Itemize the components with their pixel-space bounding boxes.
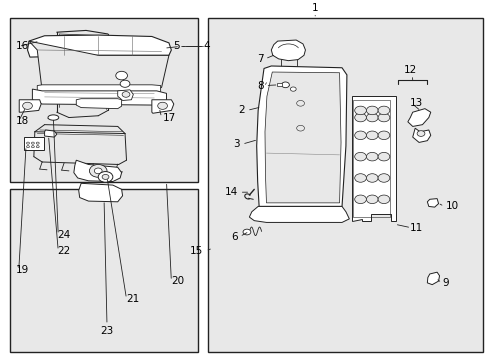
- Bar: [352, 100, 389, 217]
- Circle shape: [354, 152, 366, 161]
- Polygon shape: [407, 109, 430, 126]
- Circle shape: [281, 82, 289, 88]
- Bar: [277, 83, 282, 86]
- Circle shape: [354, 106, 366, 115]
- Polygon shape: [427, 199, 438, 207]
- Text: 17: 17: [162, 113, 176, 122]
- Circle shape: [366, 106, 377, 115]
- Polygon shape: [76, 99, 122, 109]
- Polygon shape: [79, 183, 122, 202]
- Circle shape: [98, 172, 113, 182]
- Polygon shape: [256, 66, 346, 206]
- Text: 10: 10: [445, 202, 458, 211]
- Polygon shape: [29, 41, 168, 92]
- Polygon shape: [152, 100, 173, 113]
- Text: 18: 18: [16, 116, 29, 126]
- Text: 1: 1: [311, 3, 318, 13]
- Polygon shape: [427, 272, 439, 285]
- Circle shape: [36, 146, 39, 148]
- Polygon shape: [27, 35, 171, 57]
- Circle shape: [377, 106, 389, 115]
- Circle shape: [416, 131, 424, 136]
- Ellipse shape: [48, 115, 59, 120]
- Text: 20: 20: [171, 276, 184, 286]
- Circle shape: [366, 131, 377, 140]
- Circle shape: [102, 175, 109, 179]
- Text: 2: 2: [237, 105, 244, 116]
- Text: 14: 14: [224, 187, 238, 197]
- Text: 12: 12: [403, 65, 416, 75]
- Circle shape: [366, 174, 377, 182]
- Text: 15: 15: [189, 246, 203, 256]
- Circle shape: [354, 131, 366, 140]
- Polygon shape: [19, 100, 41, 112]
- Circle shape: [366, 195, 377, 203]
- Polygon shape: [264, 72, 340, 203]
- Bar: [24, 137, 43, 149]
- Polygon shape: [351, 96, 395, 221]
- Circle shape: [377, 195, 389, 203]
- Text: 3: 3: [232, 139, 239, 149]
- Text: 5: 5: [173, 41, 180, 51]
- Bar: [10, 189, 198, 352]
- Text: 23: 23: [100, 325, 113, 336]
- Circle shape: [354, 195, 366, 203]
- Text: 16: 16: [16, 41, 29, 51]
- Text: 4: 4: [203, 41, 209, 51]
- Circle shape: [31, 142, 34, 144]
- Circle shape: [36, 142, 39, 144]
- Circle shape: [26, 146, 29, 148]
- Polygon shape: [118, 90, 133, 100]
- Circle shape: [296, 100, 304, 106]
- Text: 9: 9: [441, 278, 447, 288]
- Circle shape: [354, 113, 366, 122]
- Polygon shape: [74, 160, 122, 181]
- Text: 7: 7: [257, 54, 264, 64]
- Circle shape: [122, 91, 130, 97]
- Circle shape: [354, 174, 366, 182]
- Circle shape: [26, 142, 29, 144]
- Circle shape: [366, 113, 377, 122]
- Circle shape: [377, 174, 389, 182]
- Text: 8: 8: [257, 81, 264, 90]
- Polygon shape: [249, 206, 348, 222]
- Circle shape: [94, 168, 102, 174]
- Circle shape: [22, 102, 32, 109]
- Bar: [10, 18, 198, 181]
- Circle shape: [366, 152, 377, 161]
- Circle shape: [31, 146, 34, 148]
- Text: 19: 19: [16, 265, 29, 275]
- Polygon shape: [32, 89, 166, 105]
- Text: 11: 11: [409, 223, 423, 233]
- Circle shape: [243, 229, 250, 235]
- Circle shape: [120, 80, 130, 87]
- Polygon shape: [412, 128, 430, 143]
- Polygon shape: [271, 40, 305, 60]
- Polygon shape: [44, 130, 57, 137]
- Text: 13: 13: [409, 98, 423, 108]
- Text: 6: 6: [231, 231, 238, 242]
- Circle shape: [377, 113, 389, 122]
- Circle shape: [296, 125, 304, 131]
- Polygon shape: [37, 85, 160, 95]
- Circle shape: [377, 131, 389, 140]
- Text: 21: 21: [126, 294, 140, 304]
- Text: 22: 22: [57, 246, 70, 256]
- Circle shape: [377, 152, 389, 161]
- Circle shape: [290, 87, 296, 91]
- Circle shape: [158, 102, 167, 109]
- Text: 24: 24: [57, 230, 70, 240]
- Bar: [207, 18, 483, 352]
- Circle shape: [89, 165, 107, 177]
- Circle shape: [116, 71, 127, 80]
